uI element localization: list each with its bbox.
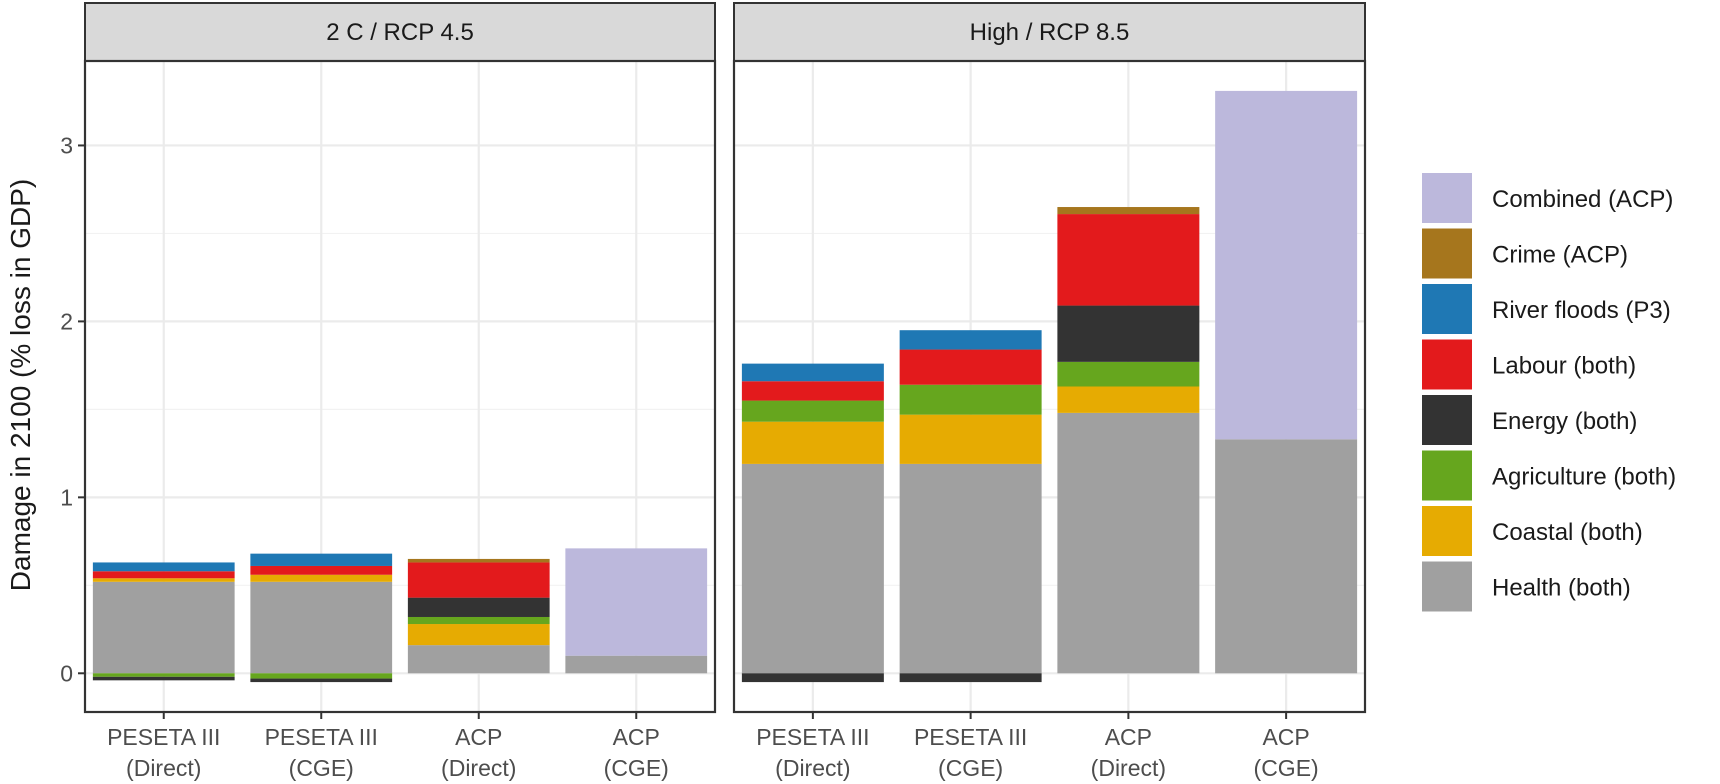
legend-key-labour-both	[1422, 339, 1472, 390]
bar-segment-energy-both	[1057, 305, 1200, 362]
y-tick-label: 3	[60, 132, 73, 158]
panel-2: High / RCP 8.5 PESETA III (Direct) PESETA I…	[732, 2, 1367, 781]
bar-segment-health-both	[741, 463, 884, 674]
legend-key-energy-both	[1422, 395, 1472, 445]
bar-segment-labour-both	[407, 562, 550, 598]
bar-segment-coastal-both	[250, 574, 393, 582]
legend-label: Agriculture (both)	[1492, 464, 1676, 491]
x-tick-label: PESETA III	[265, 724, 378, 750]
y-axis-label: Damage in 2100 (% loss in GDP)	[5, 179, 36, 591]
legend: Combined (ACP) Crime (ACP) River floods (P…	[1422, 173, 1676, 612]
bar-segment-coastal-both	[92, 578, 235, 582]
legend-label: Crime (ACP)	[1492, 242, 1628, 269]
bar-segment-agriculture-both	[741, 400, 884, 422]
x-tick-label: ACP	[1262, 724, 1309, 750]
x-tick-label: (Direct)	[126, 755, 201, 781]
x-tick-label: ACP	[613, 724, 660, 750]
legend-label: Combined (ACP)	[1492, 186, 1673, 213]
bar-segment-energy-both	[741, 673, 884, 683]
legend-key-river-floods-p3	[1422, 284, 1472, 334]
bar-segment-agriculture-both	[250, 673, 393, 679]
legend-key-crime-acp	[1422, 228, 1472, 279]
bar-segment-crime-acp	[407, 558, 550, 563]
legend-label: River floods (P3)	[1492, 297, 1671, 324]
legend-label: Energy (both)	[1492, 408, 1637, 435]
legend-label: Health (both)	[1492, 575, 1631, 602]
bar-segment-river-floods-p3	[741, 363, 884, 382]
panel-strip	[84, 2, 716, 62]
bar-segment-labour-both	[1057, 214, 1200, 306]
bar-segment-river-floods-p3	[250, 553, 393, 566]
x-tick-label: ACP	[455, 724, 502, 750]
y-tick-label: 2	[60, 308, 73, 334]
bar-segment-agriculture-both	[1057, 361, 1200, 387]
legend-label: Coastal (both)	[1492, 519, 1643, 546]
bar-segment-energy-both	[407, 597, 550, 617]
bar-segment-labour-both	[899, 349, 1042, 385]
bar-segment-river-floods-p3	[92, 562, 235, 572]
bar-segment-river-floods-p3	[899, 330, 1042, 350]
bar-segment-coastal-both	[1057, 386, 1200, 413]
bar-segment-labour-both	[92, 571, 235, 579]
bar-segment-health-both	[1057, 412, 1200, 674]
legend-key-coastal-both	[1422, 506, 1472, 556]
bar-segment-health-both	[92, 581, 235, 674]
y-tick-label: 1	[60, 484, 73, 510]
bar-segment-health-both	[1215, 439, 1358, 674]
x-tick-label: (CGE)	[1254, 755, 1319, 781]
bar-segment-coastal-both	[741, 421, 884, 464]
bar-segment-health-both	[899, 463, 1042, 674]
legend-key-combined-acp	[1422, 173, 1472, 223]
bar-segment-agriculture-both	[899, 384, 1042, 415]
panel-strip	[733, 2, 1366, 62]
bar-segment-health-both	[565, 655, 708, 674]
bar-segment-energy-both	[899, 673, 1042, 683]
x-tick-label: (CGE)	[604, 755, 669, 781]
panel-border	[732, 59, 1367, 714]
bar-segment-combined-acp	[1215, 90, 1358, 440]
panel-1: 2 C / RCP 4.5 PESETA III (Direct) PESETA II…	[60, 2, 717, 781]
x-tick-label: (CGE)	[289, 755, 354, 781]
x-tick-label: (Direct)	[441, 755, 516, 781]
x-tick-label: (Direct)	[775, 755, 850, 781]
x-tick-label: PESETA III	[107, 724, 220, 750]
bar-segment-health-both	[407, 645, 550, 674]
bar-segment-labour-both	[741, 381, 884, 401]
panel-title: 2 C / RCP 4.5	[326, 19, 474, 46]
x-tick-label: PESETA III	[914, 724, 1027, 750]
legend-key-agriculture-both	[1422, 450, 1472, 501]
x-tick-label: (CGE)	[938, 755, 1003, 781]
bar-segment-health-both	[250, 581, 393, 674]
bar-segment-energy-both	[250, 678, 393, 683]
bar-segment-agriculture-both	[407, 616, 550, 625]
bar-segment-coastal-both	[407, 624, 550, 646]
bar-segment-energy-both	[92, 676, 235, 681]
bar-segment-crime-acp	[1057, 207, 1200, 215]
x-tick-label: PESETA III	[756, 724, 869, 750]
bar-segment-combined-acp	[565, 548, 708, 656]
panel-title: High / RCP 8.5	[970, 19, 1130, 46]
legend-key-health-both	[1422, 561, 1472, 612]
legend-label: Labour (both)	[1492, 353, 1636, 380]
x-tick-label: ACP	[1105, 724, 1152, 750]
y-tick-label: 0	[60, 660, 73, 686]
panel-border	[83, 59, 717, 714]
x-tick-label: (Direct)	[1091, 755, 1166, 781]
bar-segment-coastal-both	[899, 414, 1042, 464]
bar-segment-agriculture-both	[92, 673, 235, 677]
panels: 2 C / RCP 4.5 PESETA III (Direct) PESETA II…	[60, 2, 1367, 781]
bar-segment-labour-both	[250, 565, 393, 575]
